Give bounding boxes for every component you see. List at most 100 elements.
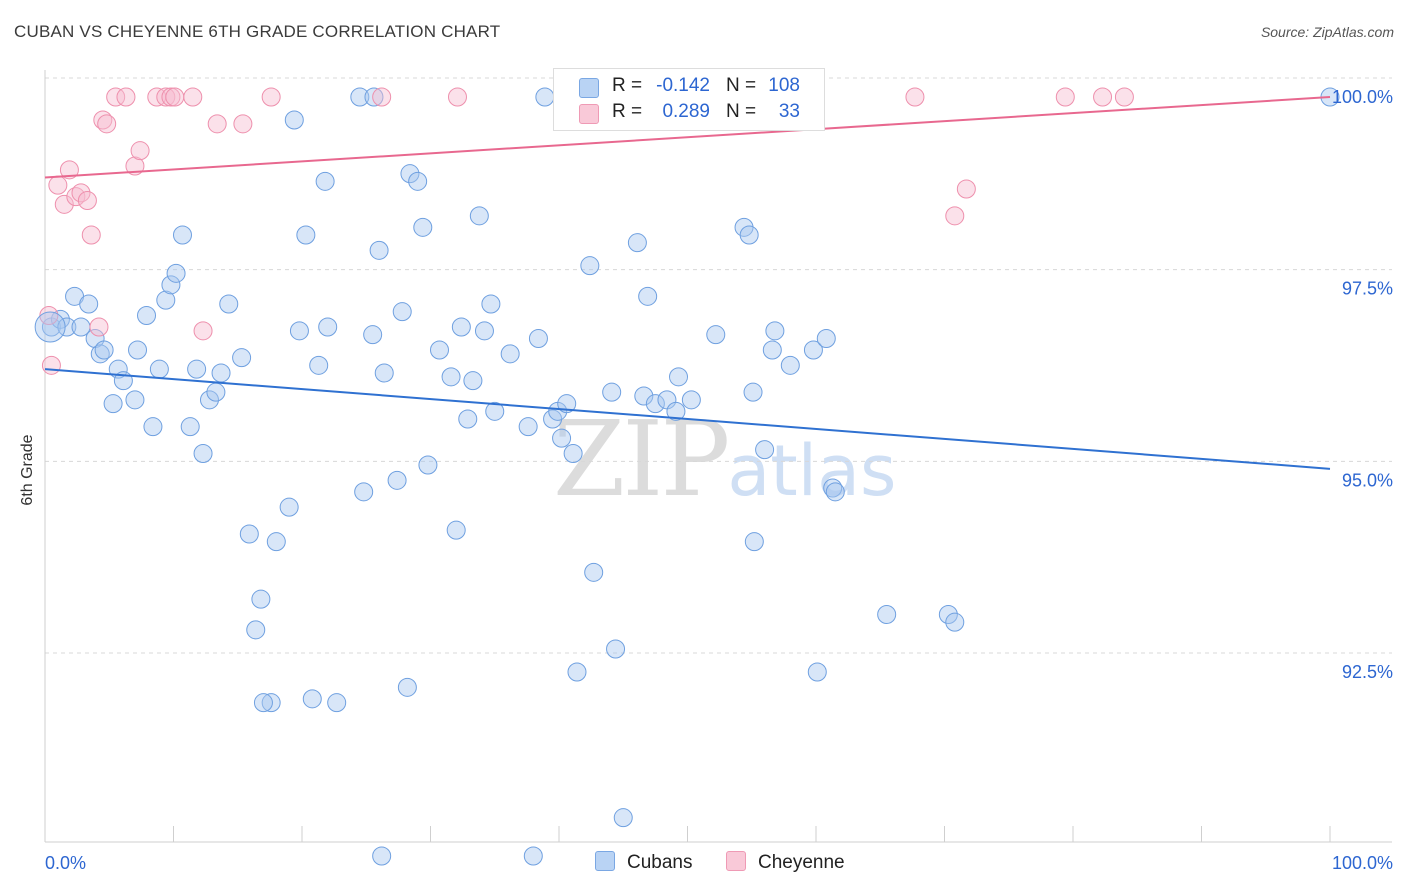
zipatlas-watermark: ZIPatlas bbox=[553, 398, 896, 520]
cubans-point bbox=[762, 340, 782, 360]
cubans-point bbox=[137, 306, 157, 325]
cheyenne-point bbox=[97, 114, 117, 134]
cubans-point bbox=[706, 325, 726, 345]
cubans-point bbox=[606, 639, 626, 659]
legend-item-cubans[interactable]: Cubans bbox=[595, 851, 693, 874]
cubans-point bbox=[408, 171, 428, 191]
cubans-point bbox=[364, 87, 384, 107]
cheyenne-point bbox=[59, 160, 79, 180]
cubans-swatch bbox=[579, 78, 599, 98]
cubans-point bbox=[387, 470, 407, 490]
cubans-point bbox=[816, 329, 836, 348]
cheyenne-point bbox=[207, 114, 227, 134]
cubans-point bbox=[57, 317, 77, 337]
cheyenne-n-value: 33 bbox=[778, 101, 800, 122]
cheyenne-point bbox=[125, 156, 145, 176]
cubans-trend-line bbox=[44, 368, 1331, 470]
cheyenne-point bbox=[54, 194, 74, 214]
cubans-point bbox=[474, 321, 494, 341]
cubans-point bbox=[535, 87, 555, 107]
cubans-point bbox=[744, 532, 764, 552]
y-tick-label: 95.0% bbox=[1342, 470, 1393, 490]
cubans-point bbox=[765, 321, 785, 341]
legend-item-cheyenne[interactable]: Cheyenne bbox=[726, 851, 845, 874]
cubans-point bbox=[469, 206, 489, 226]
cubans-point bbox=[413, 217, 433, 237]
cubans-point bbox=[261, 693, 281, 713]
cubans-point bbox=[193, 444, 213, 463]
cubans-point bbox=[803, 340, 823, 360]
cubans-point bbox=[350, 87, 370, 107]
cubans-point bbox=[94, 340, 114, 360]
cubans-point bbox=[251, 589, 271, 609]
cubans-point bbox=[397, 677, 417, 697]
cubans-point bbox=[446, 520, 466, 540]
legend-n-label: N = bbox=[726, 75, 757, 96]
cubans-point bbox=[166, 263, 186, 283]
cheyenne-point bbox=[89, 317, 109, 337]
cubans-point bbox=[266, 532, 286, 552]
cubans-r-value: -0.142 bbox=[656, 75, 710, 96]
cubans-point bbox=[463, 371, 483, 391]
cheyenne-point bbox=[106, 87, 126, 107]
cubans-point bbox=[458, 409, 478, 429]
cubans-point bbox=[172, 225, 192, 245]
cheyenne-point bbox=[193, 321, 213, 341]
cubans-point bbox=[825, 482, 845, 502]
cubans-cluster-point bbox=[34, 311, 66, 343]
cubans-point bbox=[149, 359, 169, 379]
cubans-point bbox=[289, 321, 309, 341]
cubans-point bbox=[327, 693, 347, 713]
y-tick-label: 100.0% bbox=[1332, 87, 1393, 107]
cubans-point bbox=[79, 294, 99, 314]
legend-r-label: R = bbox=[612, 75, 643, 96]
cubans-point bbox=[253, 693, 273, 713]
cubans-point bbox=[938, 605, 958, 624]
cheyenne-point bbox=[66, 187, 86, 207]
cubans-point bbox=[187, 359, 207, 379]
cubans-point bbox=[211, 363, 231, 383]
cheyenne-legend-label: Cheyenne bbox=[758, 852, 845, 873]
legend-n-label: N = bbox=[726, 101, 757, 122]
cheyenne-point bbox=[71, 183, 91, 203]
cubans-point bbox=[180, 417, 200, 437]
watermark-zip: ZIP bbox=[553, 398, 730, 520]
cheyenne-point bbox=[447, 87, 467, 107]
cubans-point bbox=[302, 689, 322, 709]
cheyenne-point bbox=[116, 87, 136, 107]
y-tick-label: 92.5% bbox=[1342, 662, 1393, 682]
cheyenne-point bbox=[93, 110, 113, 130]
chart-title: CUBAN VS CHEYENNE 6TH GRADE CORRELATION … bbox=[14, 22, 501, 41]
cheyenne-point bbox=[1114, 87, 1134, 107]
data-points bbox=[34, 87, 1340, 866]
cubans-point bbox=[500, 344, 520, 364]
cubans-point bbox=[429, 340, 449, 360]
cubans-point bbox=[232, 348, 252, 368]
source-label: Source: ZipAtlas.com bbox=[1260, 24, 1394, 40]
cubans-point bbox=[451, 317, 471, 337]
legend-r-label: R = bbox=[612, 101, 643, 122]
cubans-point bbox=[552, 428, 572, 448]
cubans-legend-label: Cubans bbox=[627, 852, 693, 873]
cubans-point bbox=[807, 662, 827, 682]
cheyenne-trend-line bbox=[44, 96, 1331, 179]
cubans-point bbox=[284, 110, 304, 130]
cheyenne-point bbox=[41, 355, 61, 375]
cheyenne-point bbox=[233, 114, 253, 134]
cheyenne-point bbox=[183, 87, 203, 107]
cubans-point bbox=[246, 620, 266, 640]
cubans-point bbox=[580, 256, 600, 276]
cubans-point bbox=[143, 417, 163, 437]
cubans-point bbox=[945, 612, 965, 632]
cubans-point bbox=[739, 225, 759, 245]
cubans-point bbox=[296, 225, 316, 245]
cheyenne-point bbox=[956, 179, 976, 199]
cubans-point bbox=[239, 524, 259, 544]
cubans-point bbox=[523, 846, 543, 866]
x-tick-label-min: 0.0% bbox=[45, 853, 86, 873]
cubans-point bbox=[374, 363, 394, 383]
cubans-point bbox=[877, 605, 897, 624]
cheyenne-point bbox=[1093, 87, 1113, 107]
cubans-point bbox=[481, 294, 501, 314]
